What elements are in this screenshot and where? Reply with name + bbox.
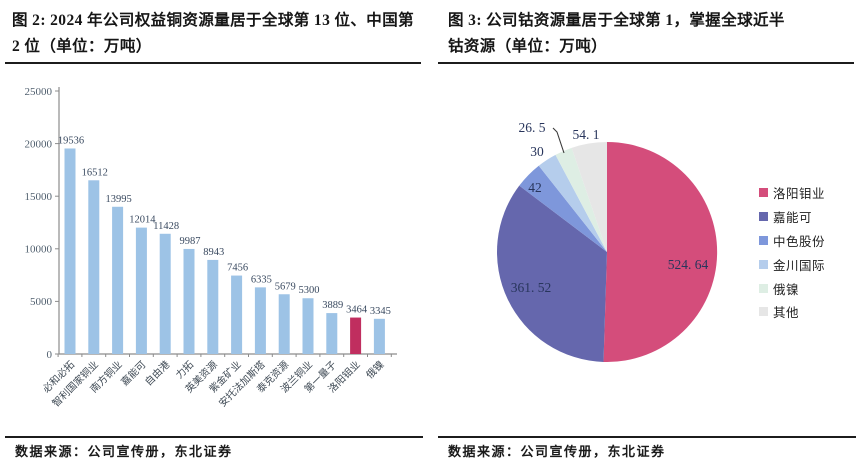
legend-label: 金川国际 bbox=[773, 258, 826, 273]
pie-value-label: 54. 1 bbox=[573, 127, 600, 142]
legend-item: 俄镍 bbox=[759, 276, 825, 300]
y-tick-label: 15000 bbox=[25, 191, 53, 203]
legend-item: 中色股份 bbox=[759, 229, 825, 253]
figure-2-panel: 图 2: 2024 年公司权益铜资源量居于全球第 13 位、中国第 2 位（单位… bbox=[0, 0, 432, 463]
bar-value-label: 3345 bbox=[370, 306, 391, 317]
legend-swatch bbox=[759, 307, 768, 317]
legend-item: 嘉能可 bbox=[759, 205, 825, 229]
bar-value-label: 5300 bbox=[299, 285, 320, 296]
legend-label: 俄镍 bbox=[773, 282, 800, 297]
bar bbox=[373, 318, 385, 354]
y-tick-label: 25000 bbox=[25, 86, 53, 98]
figure-3-title: 图 3: 公司钴资源量居于全球第 1，掌握全球近半钴资源（单位：万吨） bbox=[448, 12, 785, 55]
bar-value-label: 7456 bbox=[227, 263, 248, 274]
leader-line bbox=[552, 127, 565, 154]
x-category-label: 自由港 bbox=[142, 358, 172, 388]
legend-swatch bbox=[759, 235, 768, 245]
bar bbox=[278, 294, 290, 354]
legend-swatch bbox=[759, 212, 768, 222]
figure-2-title-rule bbox=[5, 62, 421, 64]
legend-item: 其他 bbox=[759, 300, 825, 324]
pie-value-label: 524. 64 bbox=[668, 257, 709, 272]
bar-value-label: 9987 bbox=[180, 236, 201, 247]
figure-2-source: 数据来源：公司宣传册，东北证券 bbox=[15, 444, 233, 459]
legend-swatch bbox=[759, 283, 768, 293]
y-tick-label: 0 bbox=[47, 349, 53, 361]
bar bbox=[326, 313, 338, 354]
bar bbox=[302, 298, 314, 354]
cobalt-pie-chart: 524. 64 361. 52 42 30 26. 5 54. 1 bbox=[497, 120, 718, 362]
figure-3-title-rule bbox=[438, 62, 854, 64]
pie-legend: 洛阳钼业嘉能可中色股份金川国际俄镍其他 bbox=[759, 181, 825, 324]
pie-value-label: 26. 5 bbox=[519, 120, 546, 135]
x-category-label: 俄镍 bbox=[363, 358, 386, 381]
legend-item: 洛阳钼业 bbox=[759, 181, 825, 205]
bar bbox=[64, 148, 76, 354]
bar bbox=[159, 233, 171, 354]
bar-value-label: 12014 bbox=[129, 215, 156, 226]
pie-value-label: 30 bbox=[530, 144, 544, 159]
bar bbox=[88, 180, 100, 354]
bar bbox=[183, 248, 195, 354]
legend-label: 洛阳钼业 bbox=[773, 187, 826, 202]
y-tick-label: 5000 bbox=[30, 296, 53, 308]
copper-bar-chart: 050001000015000200002500019536必和必拓16512智… bbox=[25, 86, 397, 410]
pie-value-label: 361. 52 bbox=[511, 280, 552, 295]
pie-slice bbox=[538, 154, 607, 252]
figure-3-source-rule bbox=[438, 436, 856, 438]
bar bbox=[231, 275, 243, 354]
pie-slice bbox=[519, 165, 607, 252]
x-category-label: 嘉能可 bbox=[118, 358, 148, 388]
y-tick-label: 20000 bbox=[25, 138, 53, 150]
bar-value-label: 19536 bbox=[58, 135, 84, 146]
figure-2-source-rule bbox=[5, 436, 423, 438]
figure-3-source: 数据来源：公司宣传册，东北证券 bbox=[448, 444, 666, 459]
pie-slice bbox=[571, 142, 607, 252]
legend-label: 中色股份 bbox=[773, 234, 826, 249]
bar-value-label: 16512 bbox=[82, 167, 108, 178]
bar bbox=[112, 206, 124, 354]
pie-slice bbox=[603, 141, 718, 362]
pie-slice bbox=[555, 147, 607, 252]
legend-label: 其他 bbox=[773, 306, 800, 321]
pie-value-label: 42 bbox=[528, 180, 542, 195]
y-tick-label: 10000 bbox=[25, 244, 53, 256]
figure-3-panel: 图 3: 公司钴资源量居于全球第 1，掌握全球近半钴资源（单位：万吨） 524.… bbox=[433, 0, 865, 463]
bar bbox=[135, 227, 147, 354]
figure-2-title: 图 2: 2024 年公司权益铜资源量居于全球第 13 位、中国第 2 位（单位… bbox=[12, 12, 414, 55]
bar-value-label: 5679 bbox=[275, 281, 296, 292]
bar-value-label: 8943 bbox=[203, 247, 224, 258]
legend-swatch bbox=[759, 188, 768, 198]
legend-label: 嘉能可 bbox=[773, 211, 813, 226]
bar-value-label: 11428 bbox=[153, 221, 179, 232]
pie-slice bbox=[497, 185, 607, 362]
bar bbox=[207, 259, 219, 354]
bar-value-label: 6335 bbox=[251, 274, 272, 285]
bar-value-label: 3464 bbox=[346, 305, 368, 316]
bar-value-label: 3889 bbox=[322, 300, 343, 311]
bar-value-label: 13995 bbox=[105, 194, 131, 205]
bar-highlighted bbox=[350, 317, 362, 354]
bar bbox=[254, 287, 266, 354]
legend-swatch bbox=[759, 259, 768, 269]
legend-item: 金川国际 bbox=[759, 252, 825, 276]
